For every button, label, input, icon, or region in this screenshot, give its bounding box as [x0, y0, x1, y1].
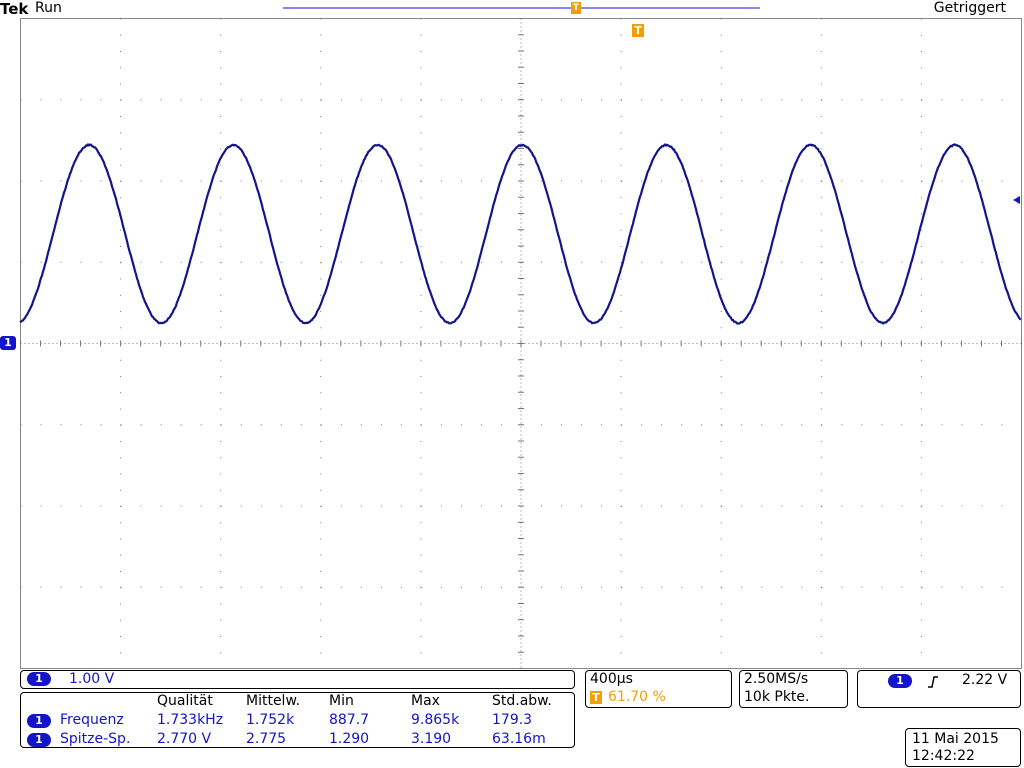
time-scale: 400µs — [590, 671, 633, 687]
brand: Tek — [0, 0, 28, 18]
row-badge: 1 — [27, 714, 51, 728]
column-header: Min — [329, 693, 354, 709]
measurement-value: 9.865k — [411, 712, 459, 728]
row-badge: 1 — [27, 733, 51, 747]
ground-marker: 1 — [0, 336, 16, 350]
measurement-value: 887.7 — [329, 712, 369, 728]
measurement-name: Frequenz — [60, 712, 124, 728]
measurement-value: 2.770 V — [157, 731, 211, 747]
column-header: Std.abw. — [492, 693, 552, 709]
time: 12:42:22 — [912, 748, 975, 764]
timebase-box: 400µs T 61.70 % — [585, 670, 732, 708]
column-header: Qualität — [157, 693, 213, 709]
measurement-value: 179.3 — [492, 712, 532, 728]
rising-edge-icon — [926, 675, 940, 689]
trigger-level-marker — [1013, 196, 1020, 204]
trigger-time-marker: T — [571, 2, 581, 14]
channel-box: 1 1.00 V — [20, 670, 575, 689]
trigger-box: 1 2.22 V — [857, 670, 1021, 708]
column-header: Mittelw. — [246, 693, 300, 709]
record-length: 10k Pkte. — [744, 689, 809, 705]
measurement-value: 3.190 — [411, 731, 451, 747]
screen: Tek Run Getriggert T T 1 1 1.00 V Qualit… — [0, 0, 1024, 768]
channel-badge: 1 — [27, 672, 51, 686]
run-status: Run — [35, 0, 62, 16]
sample-rate: 2.50MS/s — [744, 671, 808, 687]
trigger-level: 2.22 V — [962, 672, 1007, 688]
measurement-value: 1.733kHz — [157, 712, 223, 728]
measurement-value: 63.16m — [492, 731, 546, 747]
measurement-name: Spitze-Sp. — [60, 731, 130, 747]
datetime-box: 11 Mai 2015 12:42:22 — [905, 728, 1021, 767]
trigger-marker: T — [632, 24, 644, 37]
display — [0, 0, 1024, 768]
measurement-value: 1.752k — [246, 712, 294, 728]
trigger-state: Getriggert — [934, 0, 1006, 16]
graticule — [21, 19, 1022, 669]
trigger-position: 61.70 % — [608, 689, 666, 705]
channel-scale: 1.00 V — [69, 671, 114, 687]
acquisition-box: 2.50MS/s 10k Pkte. — [739, 670, 848, 708]
column-header: Max — [411, 693, 440, 709]
measurement-box: Qualität Mittelw. Min Max Std.abw. 1 Fre… — [20, 692, 575, 748]
measurement-value: 1.290 — [329, 731, 369, 747]
trigger-badge: T — [590, 691, 602, 704]
date: 11 Mai 2015 — [912, 731, 999, 747]
trigger-source: 1 — [888, 674, 912, 688]
measurement-value: 2.775 — [246, 731, 286, 747]
